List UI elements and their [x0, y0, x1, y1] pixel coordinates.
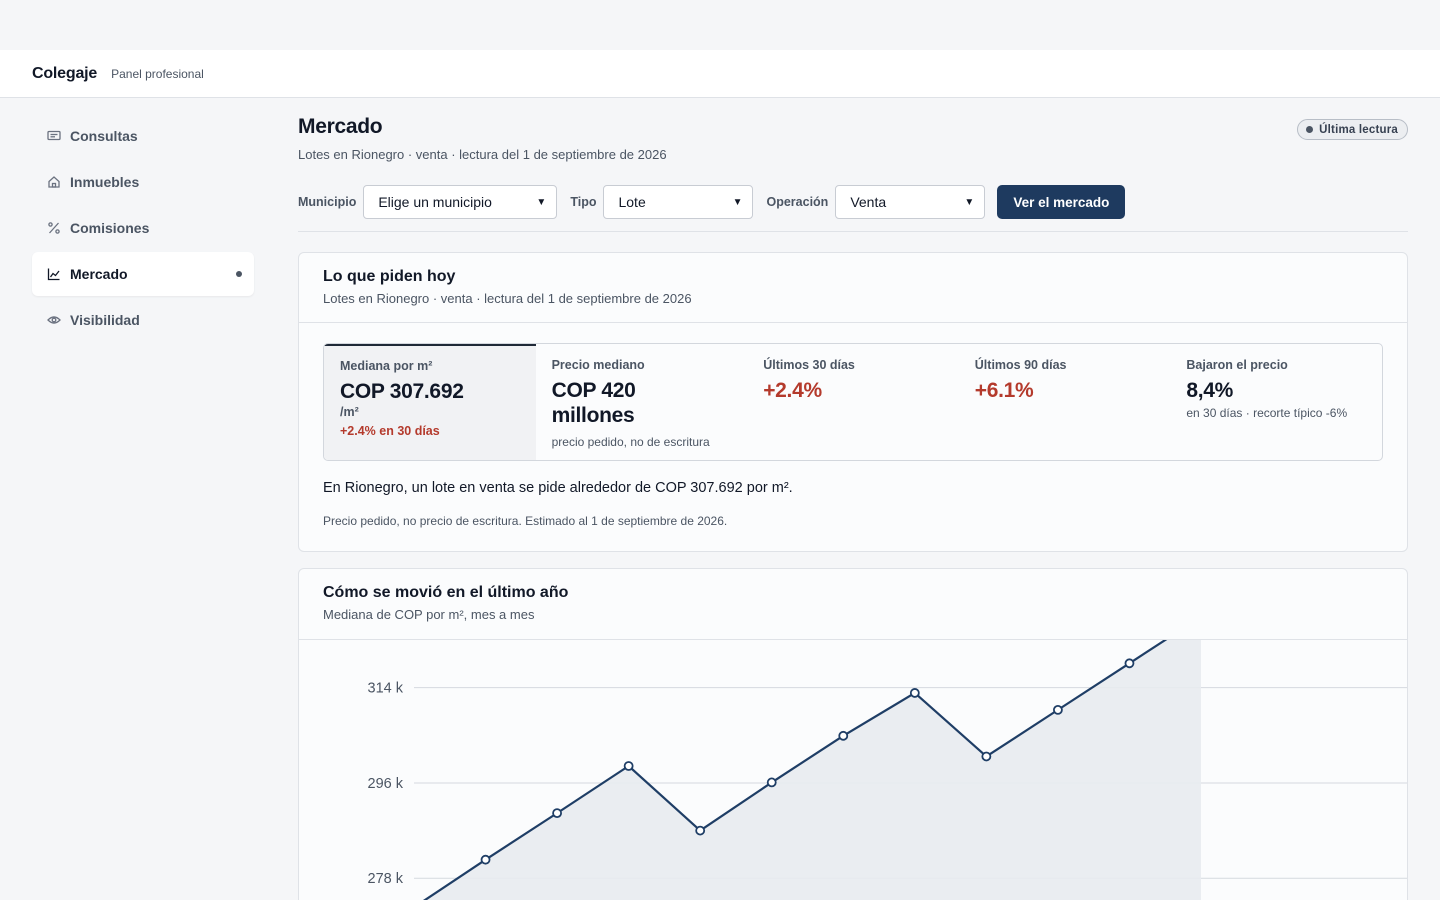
chevron-down-icon: ▼: [536, 196, 547, 208]
status-badge-label: Última lectura: [1319, 123, 1398, 136]
sidebar-item-label: Consultas: [70, 128, 138, 144]
municipio-select-value: Elige un municipio: [378, 194, 492, 210]
stat-median-m2[interactable]: Mediana por m² COP 307.692 /m² +2.4% en …: [324, 344, 536, 460]
today-card-title: Lo que piden hoy: [323, 268, 456, 285]
data-point: [1124, 658, 1135, 669]
filter-bar: Municipio Elige un municipio ▼ Tipo Lote…: [298, 185, 1126, 219]
stat-value: 8,4%: [1186, 379, 1234, 402]
municipio-select[interactable]: Elige un municipio ▼: [363, 185, 558, 219]
page-title: Mercado: [298, 115, 383, 138]
y-tick-label: 296 k: [368, 776, 404, 792]
year-card-title: Cómo se movió en el último año: [323, 584, 569, 601]
operacion-select-value: Venta: [850, 194, 887, 210]
trend-line-chart: 278 k 296 k 314 k: [368, 610, 1407, 900]
data-point: [695, 825, 706, 836]
stat-note: precio pedido, no de escritura: [551, 435, 710, 449]
view-market-button[interactable]: Ver el mercado: [997, 185, 1126, 219]
municipio-label: Municipio: [298, 195, 357, 209]
today-card: Lo que piden hoy Lotes en Rionegro · ven…: [298, 252, 1408, 552]
stats-row: Mediana por m² COP 307.692 /m² +2.4% en …: [323, 343, 1383, 461]
stat-median-price[interactable]: Precio mediano COP 420 millones precio p…: [536, 344, 748, 460]
sidebar-item-label: Comisiones: [70, 220, 150, 236]
page-subtitle: Lotes en Rionegro · venta · lectura del …: [298, 147, 667, 162]
sidebar-item-mercado[interactable]: Mercado: [32, 252, 254, 296]
sidebar-item-label: Inmuebles: [70, 174, 140, 190]
stat-value: +6.1%: [974, 379, 1034, 402]
stat-label: Mediana por m²: [340, 359, 433, 373]
stat-value: +2.4%: [763, 379, 822, 402]
percent-icon: [46, 220, 62, 236]
stat-unit: /m²: [340, 405, 359, 419]
year-card-header: Cómo se movió en el último año Mediana d…: [299, 569, 1407, 640]
stat-note: en 30 días · recorte típico -6%: [1186, 406, 1348, 420]
today-card-header: Lo que piden hoy Lotes en Rionegro · ven…: [299, 253, 1407, 323]
tipo-select-value: Lote: [618, 194, 646, 210]
divider: [298, 231, 1408, 232]
chevron-down-icon: ▼: [964, 196, 975, 208]
message-icon: [46, 128, 62, 144]
data-point: [552, 808, 562, 819]
stat-change: +2.4% en 30 días: [340, 424, 440, 438]
eye-icon: [46, 312, 62, 328]
data-point: [1053, 704, 1063, 715]
status-dot-icon: [1306, 126, 1314, 133]
year-trend-card: Cómo se movió en el último año Mediana d…: [298, 568, 1408, 900]
sidebar-item-comisiones[interactable]: Comisiones: [32, 206, 254, 250]
stat-last-90-days[interactable]: Últimos 90 días +6.1%: [959, 344, 1171, 460]
operacion-label: Operación: [766, 195, 829, 209]
today-card-subtitle: Lotes en Rionegro · venta · lectura del …: [323, 291, 692, 306]
data-point: [623, 761, 634, 771]
operacion-select[interactable]: Venta ▼: [835, 185, 986, 219]
stat-label: Últimos 30 días: [763, 358, 855, 372]
stat-label: Precio mediano: [551, 358, 645, 372]
trend-chart-area: 278 k 296 k 314 k: [299, 610, 1407, 900]
sidebar: Consultas Inmuebles Comisiones Mercado V…: [32, 114, 254, 344]
sidebar-item-label: Mercado: [70, 266, 128, 282]
series-area: [425, 616, 1201, 900]
top-bar: Colegaje Panel profesional: [0, 50, 1440, 98]
sidebar-item-consultas[interactable]: Consultas: [32, 114, 254, 158]
stat-price-drops[interactable]: Bajaron el precio 8,4% en 30 días · reco…: [1170, 344, 1382, 460]
active-indicator-dot: [236, 271, 242, 277]
y-tick-label: 314 k: [368, 681, 404, 697]
chart-line-icon: [46, 266, 62, 282]
brand-subtitle: Panel profesional: [111, 66, 204, 81]
market-summary: En Rionegro, un lote en venta se pide al…: [323, 480, 793, 496]
sidebar-item-visibilidad[interactable]: Visibilidad: [32, 298, 254, 342]
data-point: [838, 730, 849, 741]
brand-logo[interactable]: Colegaje: [32, 64, 98, 82]
status-badge: Última lectura: [1297, 119, 1408, 140]
stat-value: COP 420 millones: [551, 379, 636, 427]
data-point: [909, 688, 920, 698]
stat-label: Últimos 90 días: [974, 358, 1067, 372]
stat-last-30-days[interactable]: Últimos 30 días +2.4%: [747, 344, 959, 460]
market-footnote: Precio pedido, no precio de escritura. E…: [323, 514, 728, 528]
tipo-select[interactable]: Lote ▼: [603, 185, 754, 219]
stat-value: COP 307.692: [340, 380, 464, 403]
data-point: [766, 777, 777, 788]
y-tick-label: 278 k: [368, 871, 404, 887]
series-line: [423, 615, 1202, 900]
home-icon: [46, 174, 62, 190]
year-card-subtitle: Mediana de COP por m², mes a mes: [323, 607, 535, 622]
sidebar-item-inmuebles[interactable]: Inmuebles: [32, 160, 254, 204]
tipo-label: Tipo: [570, 195, 597, 209]
sidebar-item-label: Visibilidad: [70, 312, 140, 328]
data-point: [480, 854, 491, 865]
stat-label: Bajaron el precio: [1186, 358, 1288, 372]
chevron-down-icon: ▼: [732, 196, 743, 208]
data-point: [981, 751, 992, 762]
